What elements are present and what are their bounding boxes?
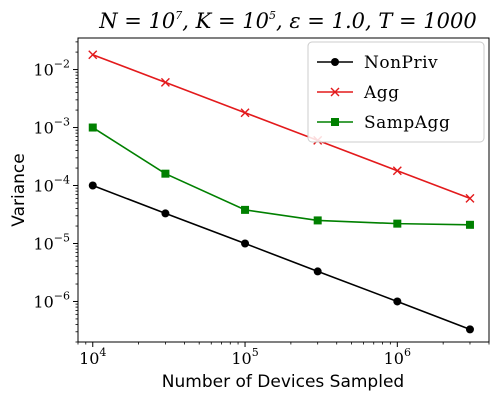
legend-entry-agg: Agg <box>317 83 400 103</box>
data-point-nonpriv <box>241 239 250 248</box>
legend-marker-nonpriv <box>331 58 339 66</box>
data-point-sampagg <box>88 123 97 132</box>
plot-frame <box>77 37 490 343</box>
legend-label-nonpriv: NonPriv <box>364 53 438 73</box>
data-point-agg <box>465 193 475 203</box>
data-point-nonpriv <box>88 181 97 190</box>
data-point-agg <box>240 108 250 118</box>
data-point-sampagg <box>393 219 402 228</box>
data-point-sampagg <box>241 205 250 214</box>
chart-title: N = 107, K = 105, ε = 1.0, T = 1000 <box>98 9 476 33</box>
data-point-nonpriv <box>313 267 322 276</box>
data-point-sampagg <box>161 169 170 178</box>
x-tick-label: 105 <box>231 346 258 368</box>
y-tick-label: 10−6 <box>33 289 70 311</box>
data-point-sampagg <box>313 216 322 225</box>
data-point-agg <box>88 50 98 60</box>
series-line-agg <box>92 53 471 200</box>
data-point-nonpriv <box>393 297 402 306</box>
legend-label-sampagg: SampAgg <box>364 113 450 133</box>
y-tick-label: 10−2 <box>33 58 70 80</box>
y-tick-label: 10−3 <box>33 116 70 138</box>
x-axis-label: Number of Devices Sampled <box>162 372 404 392</box>
y-axis: 10−6 10−5 10−4 10−3 10−2 <box>33 41 78 343</box>
series-line-nonpriv <box>92 184 471 331</box>
legend-entry-sampagg: SampAgg <box>317 113 450 133</box>
data-point-agg <box>160 77 170 87</box>
y-tick-label: 10−4 <box>33 174 70 196</box>
legend-box <box>307 41 485 143</box>
plot-area <box>88 50 475 334</box>
legend: NonPriv Agg SampAgg <box>307 41 485 143</box>
data-point-agg <box>392 166 402 176</box>
x-tick-label: 104 <box>79 346 106 368</box>
legend-marker-agg <box>330 87 340 97</box>
legend-entry-nonpriv: NonPriv <box>317 53 438 73</box>
legend-marker-sampagg <box>331 118 339 126</box>
series-line-sampagg <box>92 126 470 226</box>
y-axis-label: Variance <box>9 153 29 226</box>
x-tick-label: 106 <box>384 346 411 368</box>
y-tick-label: 10−5 <box>33 231 70 253</box>
data-point-nonpriv <box>465 325 474 334</box>
data-point-nonpriv <box>161 209 170 218</box>
x-axis: 104 105 106 <box>77 342 490 368</box>
data-point-sampagg <box>465 220 474 229</box>
legend-label-agg: Agg <box>363 83 400 103</box>
